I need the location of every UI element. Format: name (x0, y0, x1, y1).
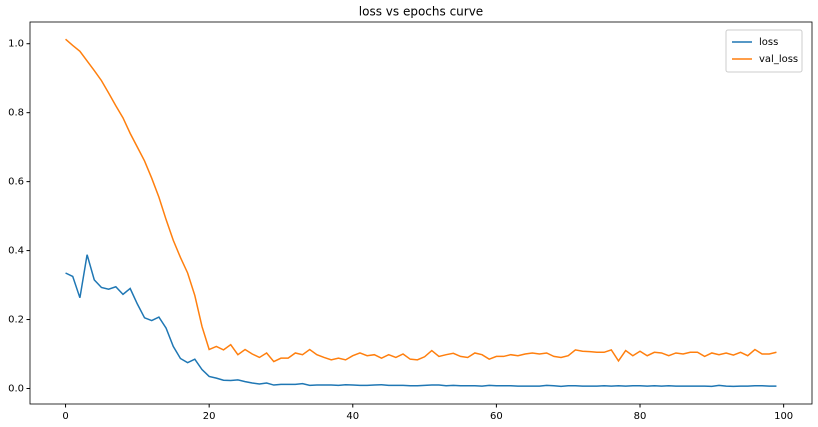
y-tick-label: 0.4 (8, 246, 24, 257)
y-tick-label: 0.6 (8, 177, 24, 188)
y-tick-label: 0.2 (8, 315, 24, 326)
line-series (65, 254, 777, 388)
x-tick-label: 40 (346, 411, 359, 422)
x-tick-label: 80 (634, 411, 647, 422)
x-tick-label: 0 (62, 411, 68, 422)
line-series (65, 38, 777, 363)
x-tick-label: 100 (774, 411, 793, 422)
legend-label: val_loss (759, 54, 798, 65)
x-tick-label: 60 (490, 411, 503, 422)
chart-title: loss vs epochs curve (359, 5, 483, 19)
y-tick-label: 1.0 (8, 39, 24, 50)
y-tick-label: 0.8 (8, 108, 24, 119)
legend-label: loss (759, 37, 778, 48)
x-tick-label: 20 (203, 411, 216, 422)
legend-box (725, 29, 803, 73)
axes-frame (29, 21, 813, 405)
y-tick-label: 0.0 (8, 383, 24, 394)
